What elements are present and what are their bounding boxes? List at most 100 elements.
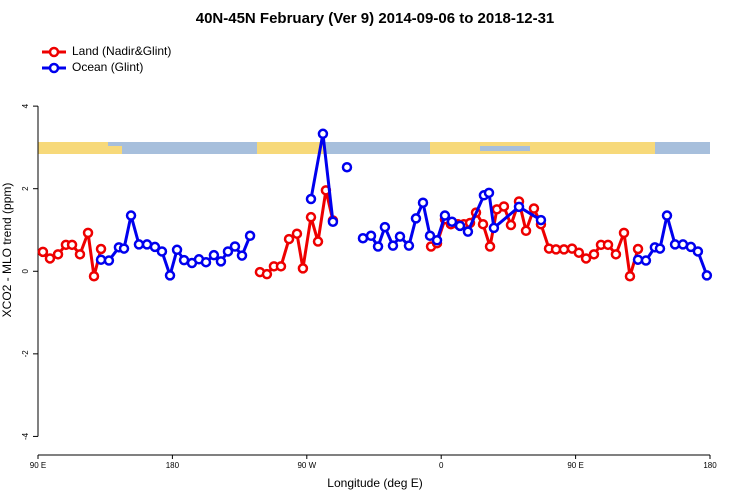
data-point <box>410 213 422 224</box>
data-point <box>291 228 303 239</box>
y-tick-label: 4 <box>21 103 30 108</box>
data-point <box>312 236 324 247</box>
data-point <box>513 201 525 213</box>
data-point <box>327 216 339 227</box>
data-point <box>297 263 309 274</box>
data-point <box>82 227 94 239</box>
data-point <box>200 256 212 268</box>
x-tick-label: 180 <box>703 461 717 470</box>
data-point <box>602 239 614 251</box>
data-point <box>208 249 220 261</box>
data-point <box>133 239 145 250</box>
data-point <box>222 246 234 257</box>
data-point <box>446 216 458 227</box>
legend-label: Land (Nadir&Glint) <box>72 44 171 58</box>
data-point <box>95 243 107 255</box>
data-point <box>164 270 176 281</box>
data-point <box>52 249 64 260</box>
data-point <box>505 219 517 231</box>
strip-land <box>257 142 325 154</box>
data-point <box>618 227 630 239</box>
data-point <box>357 232 369 244</box>
land-mask-strip <box>38 142 710 154</box>
data-point <box>610 249 622 260</box>
data-point <box>171 244 183 256</box>
data-point <box>624 270 636 282</box>
data-point <box>118 243 130 254</box>
data-point <box>283 233 295 245</box>
legend-marker <box>48 62 60 74</box>
data-point <box>498 201 510 212</box>
x-tick-label: 90 E <box>30 461 46 470</box>
data-point <box>341 161 353 173</box>
data-point <box>484 241 496 252</box>
data-point <box>580 253 592 264</box>
x-tick-label: 180 <box>166 461 180 470</box>
data-point <box>379 221 391 233</box>
data-point <box>229 241 241 252</box>
data-point <box>37 246 49 258</box>
data-point <box>588 249 600 260</box>
data-point <box>88 270 100 282</box>
data-point <box>305 193 317 205</box>
legend-label: Ocean (Glint) <box>72 60 143 74</box>
strip-land <box>108 146 122 154</box>
data-point <box>365 230 377 242</box>
data-point <box>305 211 317 223</box>
data-point <box>654 243 666 254</box>
x-tick-label: 90 W <box>297 461 316 470</box>
data-point <box>528 203 540 214</box>
data-point <box>701 270 713 281</box>
chart-title: 40N-45N February (Ver 9) 2014-09-06 to 2… <box>196 10 555 27</box>
y-tick-label: -2 <box>21 350 30 358</box>
data-point <box>44 253 56 264</box>
data-point <box>558 244 570 255</box>
data-point <box>236 250 248 261</box>
data-point <box>66 239 78 251</box>
series-line <box>41 190 640 277</box>
data-point <box>573 247 585 258</box>
data-point <box>125 210 137 221</box>
data-point <box>477 218 489 230</box>
data-point <box>462 226 474 237</box>
data-point <box>692 246 704 257</box>
data-point <box>640 255 652 266</box>
data-point <box>103 255 115 266</box>
data-point <box>261 268 273 280</box>
y-tick-label: -4 <box>21 432 30 440</box>
data-point <box>417 197 429 208</box>
x-axis-label: Longitude (deg E) <box>327 476 422 490</box>
strip-land <box>38 142 108 154</box>
data-point <box>403 240 415 251</box>
data-point <box>387 240 399 251</box>
data-point <box>535 214 547 226</box>
data-point <box>520 225 532 237</box>
data-point <box>149 241 161 253</box>
legend-marker <box>48 46 60 58</box>
data-point <box>439 210 451 221</box>
y-tick-label: 0 <box>21 268 30 273</box>
data-point <box>74 249 86 260</box>
strip-land <box>430 142 655 154</box>
data-point <box>317 128 329 140</box>
data-point <box>454 220 466 232</box>
data-point <box>275 261 287 272</box>
data-point <box>685 241 697 253</box>
data-point <box>431 235 443 246</box>
data-point <box>424 230 436 242</box>
x-tick-label: 0 <box>439 461 444 470</box>
x-tick-label: 90 E <box>567 461 583 470</box>
data-point <box>661 210 673 221</box>
data-point <box>632 243 644 255</box>
strip-ocean <box>480 146 530 151</box>
data-point <box>215 256 227 267</box>
data-point <box>244 230 256 242</box>
y-axis-label: XCO2 - MLO trend (ppm) <box>0 183 14 318</box>
data-point <box>488 222 500 234</box>
data-point <box>394 231 406 242</box>
data-point <box>156 246 168 257</box>
y-tick-label: 2 <box>21 186 30 191</box>
data-point <box>483 187 495 199</box>
data-point <box>372 241 384 252</box>
